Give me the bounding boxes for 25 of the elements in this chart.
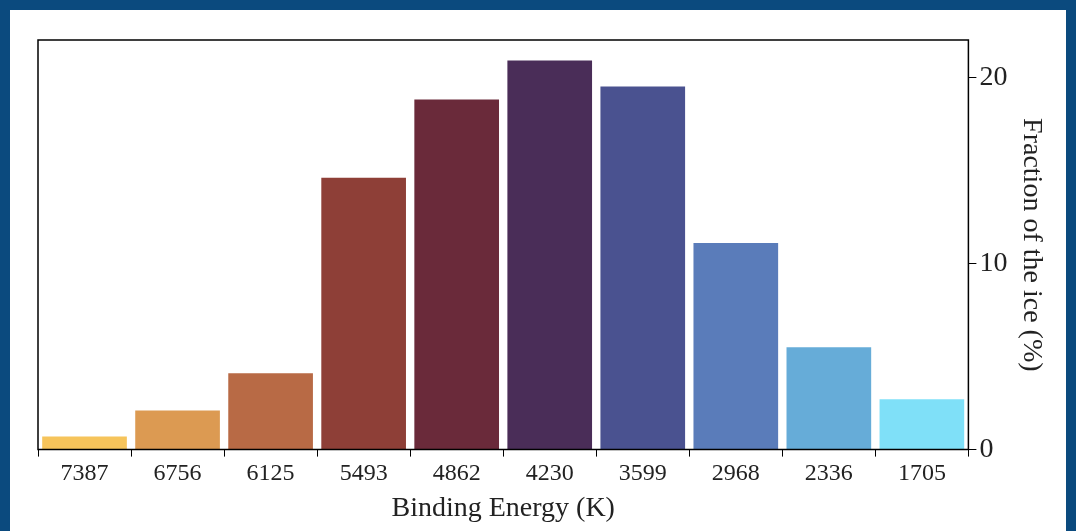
x-tick-label: 4862 (432, 459, 481, 486)
bar (414, 99, 500, 450)
bar (879, 399, 965, 450)
bar (693, 242, 779, 450)
bar (786, 347, 872, 450)
x-tick-label: 6125 (246, 459, 295, 486)
y-tick-label: 20 (979, 59, 1008, 91)
y-axis-title: Fraction of the ice (%) (1017, 118, 1049, 372)
bar (135, 410, 220, 450)
x-tick-label: 2968 (711, 459, 760, 486)
x-tick-label: 3599 (618, 459, 667, 486)
x-tick-label: 1705 (897, 459, 946, 486)
x-tick-label: 7387 (60, 459, 109, 486)
x-tick-label: 5493 (339, 459, 388, 486)
bar (228, 373, 313, 450)
y-tick-label: 10 (979, 245, 1008, 277)
x-tick-label: 6756 (153, 459, 202, 486)
x-tick-label: 4230 (525, 459, 574, 486)
bar (507, 60, 593, 450)
x-tick-label: 2336 (804, 459, 853, 486)
bar (321, 177, 406, 450)
y-tick-label: 0 (979, 431, 994, 463)
bar (42, 436, 127, 450)
bar (600, 86, 686, 450)
x-axis-title: Binding Energy (K) (391, 490, 615, 522)
